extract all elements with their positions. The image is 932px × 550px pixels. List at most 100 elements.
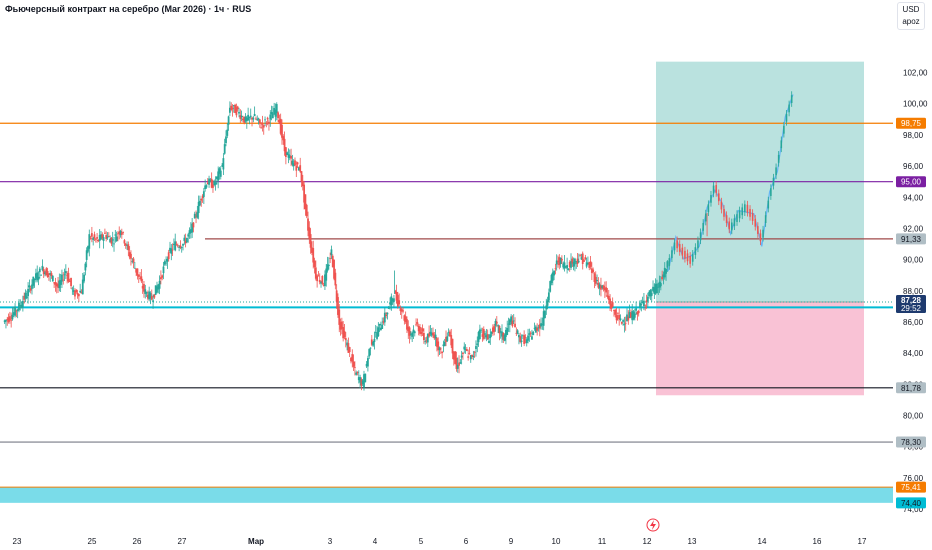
candle[interactable] [365,363,368,367]
candle[interactable] [227,116,230,125]
candle[interactable] [498,325,501,334]
candle[interactable] [98,234,101,242]
candle[interactable] [314,267,317,279]
candle[interactable] [741,207,744,216]
candle[interactable] [570,261,572,268]
candle[interactable] [231,107,234,110]
candle[interactable] [257,118,260,120]
candle[interactable] [645,300,648,303]
candle[interactable] [10,319,13,321]
candle[interactable] [205,185,208,188]
candle[interactable] [383,312,386,323]
candle[interactable] [523,335,526,344]
candle[interactable] [545,305,548,310]
candle[interactable] [681,247,684,256]
candle[interactable] [702,223,704,231]
candle[interactable] [370,339,373,345]
candle[interactable] [74,290,76,297]
candle[interactable] [68,281,71,282]
candle[interactable] [597,282,600,288]
candle[interactable] [322,285,325,287]
candle[interactable] [251,117,253,120]
candle[interactable] [195,215,197,217]
candle[interactable] [166,258,169,262]
candle[interactable] [232,105,235,107]
candle[interactable] [619,318,622,321]
candle[interactable] [491,327,494,333]
candle[interactable] [605,287,608,293]
candle[interactable] [105,235,108,239]
candle[interactable] [712,185,715,194]
candle[interactable] [324,274,326,286]
candle[interactable] [412,329,415,333]
candle[interactable] [606,295,609,297]
candle[interactable] [689,256,691,264]
candle[interactable] [653,287,656,294]
candle[interactable] [762,229,764,238]
candle[interactable] [278,120,281,124]
candle[interactable] [36,272,39,281]
candle[interactable] [173,243,175,246]
candle[interactable] [321,276,324,284]
candle[interactable] [585,262,588,267]
candle[interactable] [609,298,611,305]
candle[interactable] [135,268,138,273]
candle[interactable] [305,204,308,217]
candle[interactable] [467,356,470,358]
candle[interactable] [494,320,497,326]
candle[interactable] [15,310,18,312]
candle[interactable] [424,341,427,343]
candle[interactable] [169,247,171,252]
candle[interactable] [57,284,59,288]
candle[interactable] [510,316,513,322]
candle[interactable] [580,257,583,260]
candle[interactable] [568,261,571,268]
candle[interactable] [284,147,287,157]
candle[interactable] [87,246,89,252]
candle[interactable] [725,215,728,224]
candle[interactable] [333,259,335,279]
candle[interactable] [593,273,596,282]
candle[interactable] [150,296,153,300]
candle[interactable] [555,260,558,265]
candle[interactable] [126,244,128,246]
candle[interactable] [398,300,401,305]
candle[interactable] [409,333,412,335]
candle[interactable] [499,331,502,333]
candle[interactable] [394,290,397,294]
candle[interactable] [770,188,772,196]
candle[interactable] [32,276,35,286]
candle[interactable] [230,105,233,110]
candle[interactable] [516,330,519,334]
candle[interactable] [623,323,626,325]
candle[interactable] [253,113,256,117]
candle[interactable] [547,292,550,301]
candle[interactable] [154,285,157,295]
candle[interactable] [723,208,725,217]
candle[interactable] [368,349,371,357]
candle[interactable] [620,321,623,324]
candle[interactable] [686,253,689,262]
candle[interactable] [299,165,302,172]
candle[interactable] [54,282,57,285]
candle[interactable] [715,185,717,193]
candle[interactable] [301,181,304,187]
candle[interactable] [240,115,243,118]
candle[interactable] [325,268,328,281]
candle[interactable] [650,292,653,296]
candle[interactable] [649,290,652,297]
candle[interactable] [223,144,226,154]
candle[interactable] [83,274,85,282]
candle[interactable] [7,317,10,322]
candle[interactable] [607,295,610,300]
candle[interactable] [386,312,389,315]
candle[interactable] [304,194,307,210]
candle[interactable] [111,239,114,241]
candle[interactable] [261,123,264,125]
candle[interactable] [451,338,454,354]
candle[interactable] [258,119,261,124]
candle[interactable] [403,315,406,321]
candle[interactable] [511,320,514,327]
candle[interactable] [373,338,376,343]
candle[interactable] [200,199,203,201]
